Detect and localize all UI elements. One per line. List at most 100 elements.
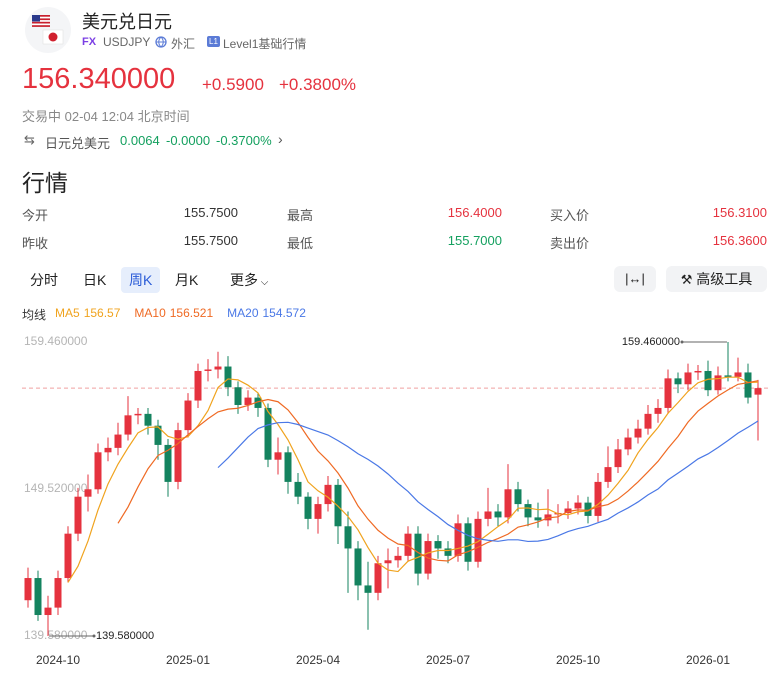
- candle-body: [174, 430, 182, 482]
- candle-body: [254, 397, 262, 408]
- stat-label: 最高: [287, 208, 314, 223]
- ma-label: 均线: [22, 308, 47, 322]
- candle-body: [274, 452, 282, 460]
- candle-body: [474, 518, 482, 562]
- candle-body: [384, 560, 392, 564]
- x-tick-label: 2025-10: [556, 653, 600, 667]
- ma-line: [217, 420, 759, 543]
- change-pct: +0.3800%: [279, 75, 357, 94]
- candle-body: [324, 484, 332, 505]
- candle-body: [394, 555, 402, 561]
- min-label: 139.580000: [96, 630, 154, 642]
- chevron[interactable]: ›: [278, 131, 283, 147]
- candle-body: [154, 425, 162, 445]
- candle-body: [584, 502, 592, 516]
- category: 外汇: [171, 37, 196, 51]
- candle-body: [634, 428, 642, 438]
- tools-label: 高级工具: [696, 271, 753, 287]
- tab: 周K: [121, 267, 161, 293]
- stat-label: 卖出价: [550, 236, 590, 251]
- candle-body: [494, 511, 502, 518]
- stat-value: 156.4000: [447, 205, 502, 220]
- candle-body: [754, 388, 762, 395]
- candle-body: [644, 413, 652, 429]
- candle-body: [674, 378, 682, 385]
- candle-body: [144, 413, 152, 426]
- candle-body: [364, 585, 372, 593]
- chart: 159.460000 149.520000 139.580000 2024-10 202…: [22, 334, 768, 667]
- candle-body: [304, 496, 312, 519]
- max-label: 159.460000: [622, 336, 680, 348]
- x-tick-label: 2025-01: [166, 653, 210, 667]
- y-tick-label: 159.460000: [24, 334, 88, 348]
- max-dot: [680, 340, 684, 344]
- candle-body: [54, 578, 62, 608]
- candle-body: [24, 578, 32, 601]
- y-tick-label: 139.580000: [24, 628, 88, 642]
- tab[interactable]: 更多 ⌵: [230, 272, 269, 288]
- candle-body: [284, 452, 292, 482]
- swap-icon: ⇆: [24, 132, 35, 147]
- tab[interactable]: 分时: [30, 272, 58, 288]
- tab[interactable]: 日K: [83, 272, 107, 288]
- globe-icon: [155, 36, 167, 48]
- candle-body: [444, 548, 452, 556]
- candle-body: [114, 434, 122, 448]
- cross-name: 日元兑美元: [45, 136, 111, 151]
- market-tag: FX: [82, 36, 97, 48]
- change: +0.5900: [202, 75, 264, 94]
- cross-change: -0.0000: [166, 133, 211, 148]
- candle-body: [434, 541, 442, 549]
- candle-body: [454, 523, 462, 556]
- candle-body: [614, 449, 622, 468]
- stat-value: 156.3100: [712, 205, 767, 220]
- ma-line: [67, 376, 759, 583]
- flag-icon: [25, 7, 71, 53]
- candle-body: [214, 366, 222, 370]
- stat-label: 最低: [287, 236, 314, 251]
- min-dot: [92, 634, 96, 638]
- tools-button[interactable]: ⚒ 高级工具: [666, 266, 767, 292]
- level: Level1基础行情: [223, 37, 307, 51]
- fit-button[interactable]: |↔|: [614, 266, 656, 292]
- symbol: USDJPY: [103, 35, 151, 49]
- candle-body: [44, 607, 52, 616]
- candle-body: [484, 511, 492, 519]
- candle-body: [94, 452, 102, 490]
- x-tick-label: 2025-07: [426, 653, 470, 667]
- candle-body: [704, 370, 712, 391]
- candle-body: [604, 467, 612, 482]
- candle-body: [624, 437, 632, 450]
- level-tag: L1: [207, 36, 220, 47]
- ma-name: MA10: [134, 306, 166, 320]
- candle-body: [424, 541, 432, 574]
- candle-body: [244, 397, 252, 405]
- candle-body: [534, 517, 542, 521]
- tab[interactable]: 月K: [175, 272, 199, 288]
- stat-value: 155.7000: [447, 233, 502, 248]
- x-tick-label: 2024-10: [36, 653, 80, 667]
- stat-value: 155.7500: [183, 205, 238, 220]
- candle-body: [684, 372, 692, 385]
- candle-body: [514, 489, 522, 505]
- y-tick-label: 149.520000: [24, 481, 88, 495]
- candle-body: [354, 548, 362, 586]
- title: 美元兑日元: [82, 12, 172, 32]
- ma-name: MA20: [227, 306, 259, 320]
- candle-body: [414, 533, 422, 574]
- candle-body: [84, 489, 92, 497]
- candle-body: [104, 447, 112, 453]
- candle-body: [264, 407, 272, 460]
- cross-change-pct: -0.3700%: [216, 133, 272, 148]
- ma-value: 154.572: [262, 306, 306, 320]
- candle-body: [64, 533, 72, 579]
- ma-line: [117, 380, 759, 562]
- x-tick-label: 2026-01: [686, 653, 730, 667]
- candle-body: [714, 375, 722, 391]
- candle-body: [194, 370, 202, 401]
- candle-body: [404, 533, 412, 556]
- candle-body: [164, 444, 172, 482]
- price: 156.340000: [22, 63, 176, 95]
- candle-body: [654, 407, 662, 414]
